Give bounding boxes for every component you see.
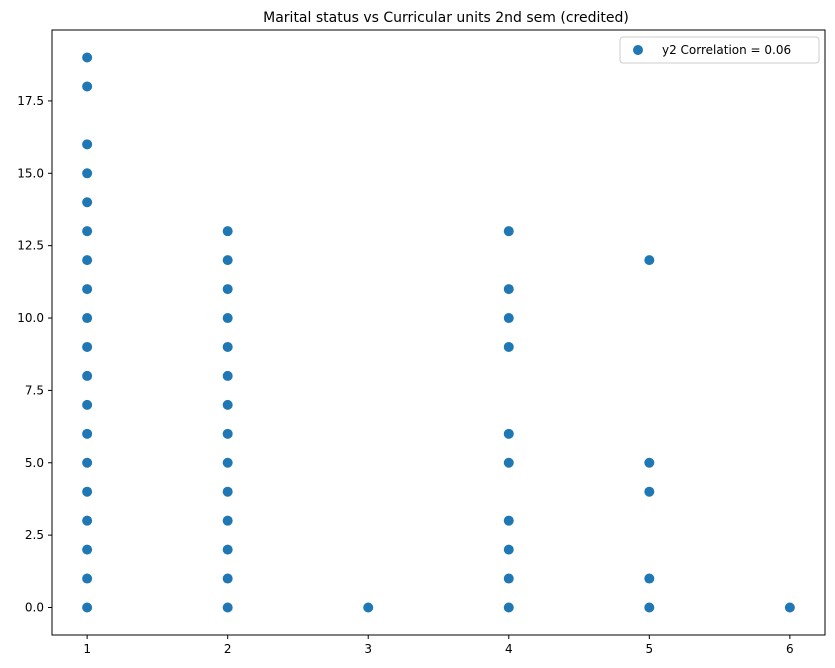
data-point	[82, 602, 93, 613]
legend-label: y2 Correlation = 0.06	[662, 43, 791, 57]
data-point	[82, 313, 93, 324]
data-point	[222, 428, 233, 439]
y-tick-label: 0.0	[25, 601, 44, 615]
data-point	[82, 428, 93, 439]
x-axis: 1 2 3 4 5 6	[83, 635, 794, 656]
data-point	[503, 573, 514, 584]
data-point	[503, 341, 514, 352]
data-point	[503, 457, 514, 468]
data-point	[784, 602, 795, 613]
data-point	[82, 81, 93, 92]
data-point	[82, 226, 93, 237]
data-point	[222, 486, 233, 497]
x-tick-label: 5	[645, 642, 653, 656]
data-point	[363, 602, 374, 613]
data-point	[503, 428, 514, 439]
data-point	[503, 226, 514, 237]
x-tick-label: 1	[83, 642, 91, 656]
data-point	[82, 52, 93, 63]
data-point	[82, 486, 93, 497]
data-point	[222, 370, 233, 381]
data-point	[503, 313, 514, 324]
y-axis: 0.0 2.5 5.0 7.5 10.0 12.5 15.0 17.5	[17, 94, 52, 615]
x-tick-label: 2	[224, 642, 232, 656]
data-point	[222, 313, 233, 324]
data-point	[82, 399, 93, 410]
data-point	[503, 602, 514, 613]
y-tick-label: 17.5	[17, 94, 44, 108]
data-point	[503, 284, 514, 295]
data-point	[503, 544, 514, 555]
data-point	[644, 602, 655, 613]
data-point	[222, 341, 233, 352]
data-point	[222, 515, 233, 526]
data-point	[82, 168, 93, 179]
data-point	[644, 573, 655, 584]
data-point	[222, 399, 233, 410]
data-point	[222, 284, 233, 295]
x-tick-label: 4	[505, 642, 513, 656]
data-point	[222, 573, 233, 584]
data-points-group	[82, 52, 795, 613]
data-point	[222, 226, 233, 237]
legend: y2 Correlation = 0.06	[619, 36, 820, 64]
y-tick-label: 5.0	[25, 456, 44, 470]
plot-frame	[51, 29, 826, 636]
data-point	[222, 255, 233, 266]
data-point	[222, 544, 233, 555]
data-point	[82, 255, 93, 266]
data-point	[82, 341, 93, 352]
data-point	[82, 544, 93, 555]
y-tick-label: 15.0	[17, 166, 44, 180]
data-point	[82, 139, 93, 150]
data-point	[82, 284, 93, 295]
x-tick-label: 6	[786, 642, 794, 656]
data-point	[82, 197, 93, 208]
data-point	[644, 255, 655, 266]
y-tick-label: 7.5	[25, 383, 44, 397]
data-point	[82, 457, 93, 468]
data-point	[644, 457, 655, 468]
y-tick-label: 2.5	[25, 528, 44, 542]
x-tick-label: 3	[364, 642, 372, 656]
data-point	[503, 515, 514, 526]
data-point	[82, 515, 93, 526]
legend-box	[619, 36, 820, 64]
data-point	[82, 370, 93, 381]
data-point	[222, 602, 233, 613]
y-tick-label: 10.0	[17, 311, 44, 325]
y-tick-label: 12.5	[17, 239, 44, 253]
data-point	[82, 573, 93, 584]
chart-title: Marital status vs Curricular units 2nd s…	[263, 10, 629, 26]
legend-marker	[633, 45, 643, 55]
data-point	[222, 457, 233, 468]
data-point	[644, 486, 655, 497]
